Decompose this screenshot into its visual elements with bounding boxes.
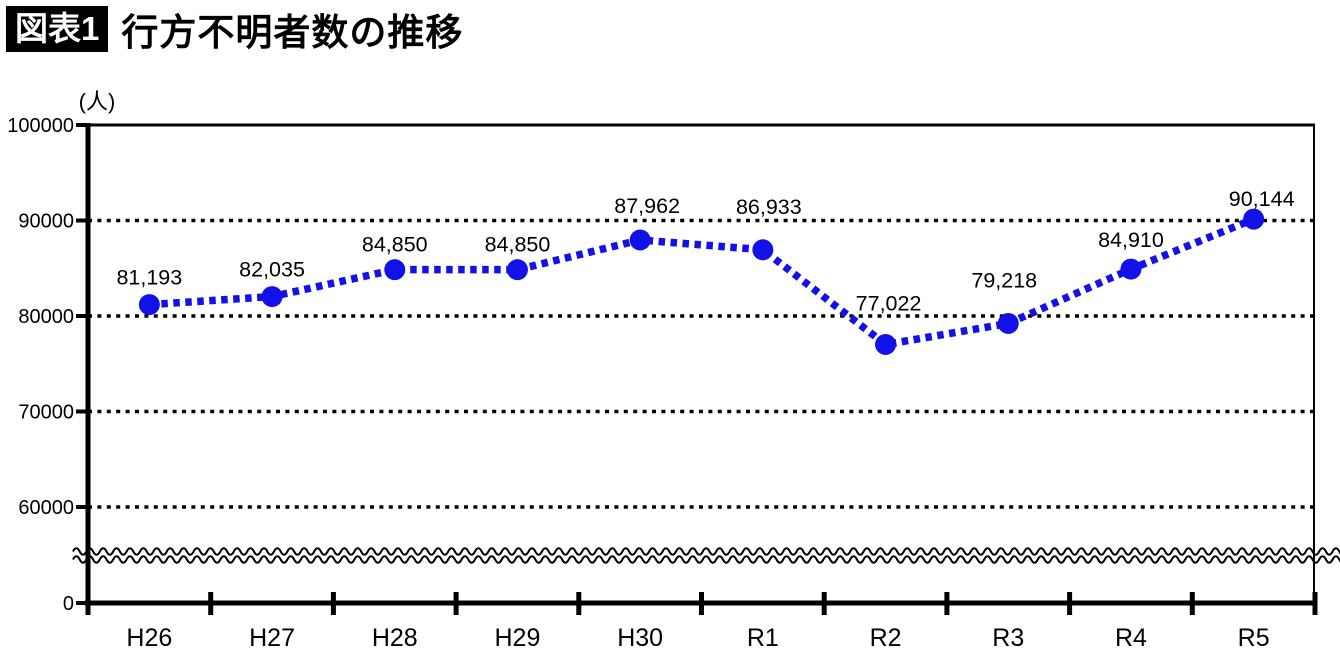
y-tick-label-90000: 90000: [18, 211, 74, 233]
x-category-label-H26: H26: [126, 624, 172, 652]
x-category-label-R1: R1: [747, 624, 779, 652]
data-label-H26: 81,193: [116, 266, 182, 290]
x-category-label-R2: R2: [870, 624, 902, 652]
data-point-H28: [384, 259, 406, 281]
axis-break-wave-2: [72, 555, 1340, 564]
x-category-label-R5: R5: [1238, 624, 1270, 652]
data-point-R3: [997, 312, 1019, 334]
data-label-R5: 90,144: [1229, 187, 1295, 211]
x-category-label-H27: H27: [249, 624, 295, 652]
x-category-label-H29: H29: [495, 624, 541, 652]
y-tick-label-60000: 60000: [18, 497, 74, 519]
x-category-label-R4: R4: [1115, 624, 1147, 652]
data-point-H27: [261, 286, 283, 308]
x-category-label-H30: H30: [617, 624, 663, 652]
chart-title: 行方不明者数の推移: [121, 12, 464, 53]
y-tick-label-70000: 70000: [18, 402, 74, 424]
figure-number-badge: 図表1: [6, 6, 109, 52]
data-point-R4: [1120, 258, 1142, 280]
data-point-R5: [1243, 208, 1265, 230]
data-label-R3: 79,218: [971, 268, 1037, 292]
data-label-H29: 84,850: [485, 233, 551, 257]
y-tick-label-100000: 100000: [7, 115, 74, 137]
data-label-H30: 87,962: [614, 194, 680, 218]
data-label-R4: 84,910: [1098, 228, 1164, 252]
y-tick-label-80000: 80000: [18, 306, 74, 328]
data-label-H27: 82,035: [239, 258, 305, 282]
axis-break-wave-1: [72, 547, 1340, 556]
y-axis-unit-label: (人): [79, 89, 116, 114]
data-point-R2: [875, 333, 897, 355]
data-point-H30: [629, 229, 651, 251]
x-category-label-H28: H28: [372, 624, 418, 652]
data-label-R2: 77,022: [856, 291, 922, 315]
data-line: [149, 215, 1256, 349]
data-point-H29: [506, 259, 528, 281]
data-label-H28: 84,850: [362, 233, 428, 257]
chart-header: 図表1 行方不明者数の推移: [6, 2, 463, 56]
data-label-R1: 86,933: [736, 195, 802, 219]
x-category-label-R3: R3: [992, 624, 1024, 652]
data-point-H26: [138, 294, 160, 316]
y-tick-label-0: 0: [63, 593, 74, 615]
data-point-R1: [752, 239, 774, 261]
